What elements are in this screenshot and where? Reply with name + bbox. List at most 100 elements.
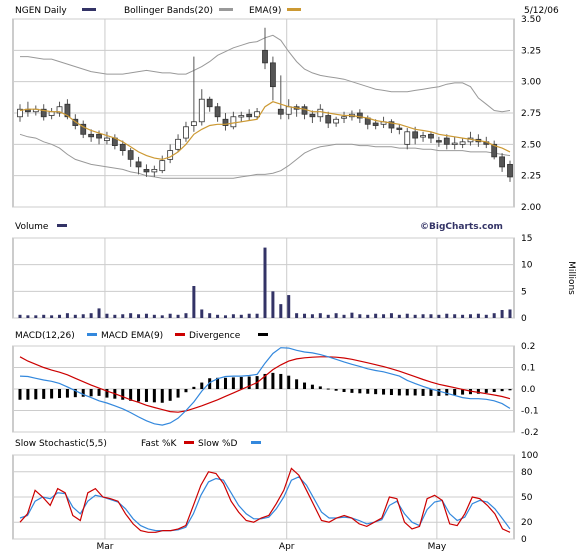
candle-body [396,127,403,130]
candle-body [40,108,47,118]
candle-body [435,140,442,143]
volume-bar [476,313,480,318]
price-candles [17,27,513,182]
candle-body [356,112,363,119]
candle-body [88,133,95,138]
volume-bar [318,313,322,318]
macd-path [19,347,511,426]
volume-bar [58,314,62,318]
divergence-bar [160,389,164,403]
volume-bar [508,309,512,318]
divergence-bar [50,389,54,399]
divergence-legend-swatch [258,333,268,336]
divergence-bar [231,377,235,389]
divergence-bar [476,389,480,394]
divergence-bar [279,373,283,389]
divergence-bar [358,389,362,394]
candle-body [127,150,134,160]
stoch-tick-label: 80 [521,468,533,478]
divergence-bar [366,389,370,394]
candle-body [17,108,23,118]
macd-legend-swatch [87,333,97,336]
candle-body [143,168,150,173]
divergence-bar [350,389,354,393]
divergence-bar [405,389,409,396]
candle-body [309,113,316,118]
divergence-bar [429,389,433,396]
volume-bar [26,315,30,318]
candle-body [285,106,292,115]
volume-bar [326,314,330,318]
divergence-bar [42,389,46,399]
price-tick-label: 2.00 [521,203,541,213]
candle-body [270,62,276,88]
ema-path [19,101,511,161]
macd-label: MACD(12,26) [15,331,75,341]
candle-body [412,131,419,139]
divergence-bar [18,389,22,400]
volume-bar [421,314,425,318]
fast-k-path [19,467,511,533]
divergence-bar [184,389,188,393]
volume-bar [413,314,417,318]
volume-bar [500,310,504,318]
divergence-bar [208,378,212,389]
stoch-y-axis: 100 80 50 20 0 [521,451,538,545]
volume-tick-label: 10 [521,261,533,271]
divergence-bar [137,389,141,402]
divergence-bar [239,376,243,389]
candle-body [222,118,229,126]
x-tick-label: Apr [279,542,295,552]
candle-body [175,138,181,150]
candle-body [443,137,450,145]
candle-body [325,115,332,124]
volume-bar [492,313,496,318]
candle-body [135,161,142,168]
volume-label: Volume [15,222,49,232]
candle-body [104,137,110,141]
divergence-bar [484,389,488,393]
divergence-bar [200,382,204,389]
divergence-bar [121,389,125,400]
price-tick-label: 2.75 [521,109,541,119]
divergence-bar [310,384,314,389]
x-tick-label: May [428,542,447,552]
divergence-bar [437,389,441,396]
volume-bar [105,313,109,318]
divergence-bar [334,389,338,391]
stochastic-panel: Slow Stochastic(5,5) Fast %K Slow %D 100… [12,439,538,552]
volume-bar [184,313,188,318]
volume-bars [18,247,512,318]
divergence-bar [421,389,425,396]
stoch-tick-label: 50 [521,493,533,503]
volume-bar [389,313,393,318]
divergence-bar [144,389,148,402]
candle-body [491,143,498,158]
candle-body [404,131,411,145]
volume-bar [350,312,354,318]
candle-body [372,122,379,126]
divergence-bar [445,389,449,396]
divergence-bar [492,389,496,393]
candle-body [277,108,284,115]
divergence-bar [342,389,346,393]
volume-bar [18,314,22,318]
volume-bar [192,286,196,318]
price-grid [13,18,514,208]
divergence-bar [500,389,504,392]
volume-bar [144,313,148,318]
candle-body [317,108,324,118]
price-y-axis: 3.50 3.25 3.00 2.75 2.50 2.25 2.00 [521,15,541,213]
candle-body [333,118,340,124]
candle-body [190,121,197,126]
price-header-date: 5/12/06 [524,6,559,16]
stoch-tick-label: 100 [521,451,538,461]
macd-tick-label: -0.1 [521,407,539,417]
candle-body [507,163,513,178]
price-tick-label: 3.00 [521,78,541,88]
volume-bar [287,295,291,318]
slow-d-path [19,476,511,532]
volume-bar [42,314,46,318]
divergence-bar [89,389,93,397]
